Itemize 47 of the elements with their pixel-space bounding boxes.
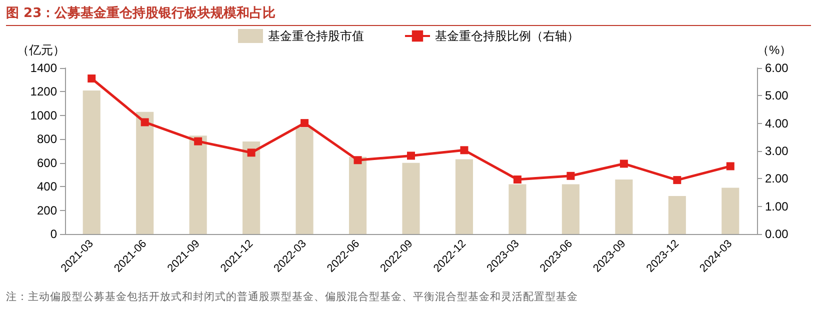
- y-tick-label: 400: [36, 180, 58, 194]
- text: 注：主动偏股型公募基金包括开放式和封闭式的普通股票型基金、偏股混合型基金、平衡混合型基金和灵活配置型基金: [6, 290, 578, 304]
- y-tick-label: 0: [50, 227, 58, 241]
- point: [673, 176, 682, 184]
- chart-title: 图 23：公募基金重仓持股银行板块规模和占比: [6, 4, 811, 26]
- y2-tick-label: 4.00: [765, 116, 789, 130]
- bar: [562, 184, 580, 234]
- legend-label: 基金重仓持股比例（右轴）: [435, 29, 579, 43]
- point: [460, 146, 468, 154]
- bar: [508, 184, 526, 234]
- bar: [348, 156, 367, 234]
- legend-label: 基金重仓持股市值: [268, 29, 364, 43]
- y-axis-title: （亿元）: [17, 43, 65, 57]
- y2-tick-label: 1.00: [765, 199, 789, 214]
- point: [513, 175, 522, 184]
- bar: [402, 162, 420, 234]
- bar: [82, 90, 100, 234]
- point: [726, 162, 734, 170]
- y-tick-label: 600: [36, 156, 58, 170]
- point: [88, 74, 96, 83]
- y2-tick-label: 6.00: [765, 61, 789, 75]
- bar: [189, 136, 207, 234]
- bar: [136, 112, 154, 234]
- bar: [615, 179, 633, 234]
- y2-tick-label: 0.00: [765, 227, 789, 241]
- bar: [668, 196, 686, 234]
- bar: [296, 127, 314, 234]
- y-tick-label: 800: [36, 132, 58, 146]
- y2-tick-label: 5.00: [765, 88, 789, 103]
- point: [620, 160, 628, 168]
- point: [247, 148, 256, 157]
- point: [300, 119, 309, 128]
- point: [566, 172, 575, 180]
- point: [194, 137, 202, 146]
- bar: [722, 188, 740, 234]
- y-tick-label: 1000: [30, 108, 58, 122]
- point: [354, 156, 362, 164]
- bar: [242, 142, 260, 234]
- y2-tick-label: 2.00: [765, 172, 789, 186]
- y-tick-label: 200: [36, 203, 58, 218]
- y-tick-label: 1200: [30, 84, 58, 99]
- y2-axis-title: （%）: [757, 43, 792, 57]
- point: [407, 152, 415, 160]
- point: [140, 118, 149, 126]
- bar: [455, 159, 474, 234]
- y-tick-label: 1400: [30, 61, 58, 75]
- y2-tick-label: 3.00: [765, 144, 789, 158]
